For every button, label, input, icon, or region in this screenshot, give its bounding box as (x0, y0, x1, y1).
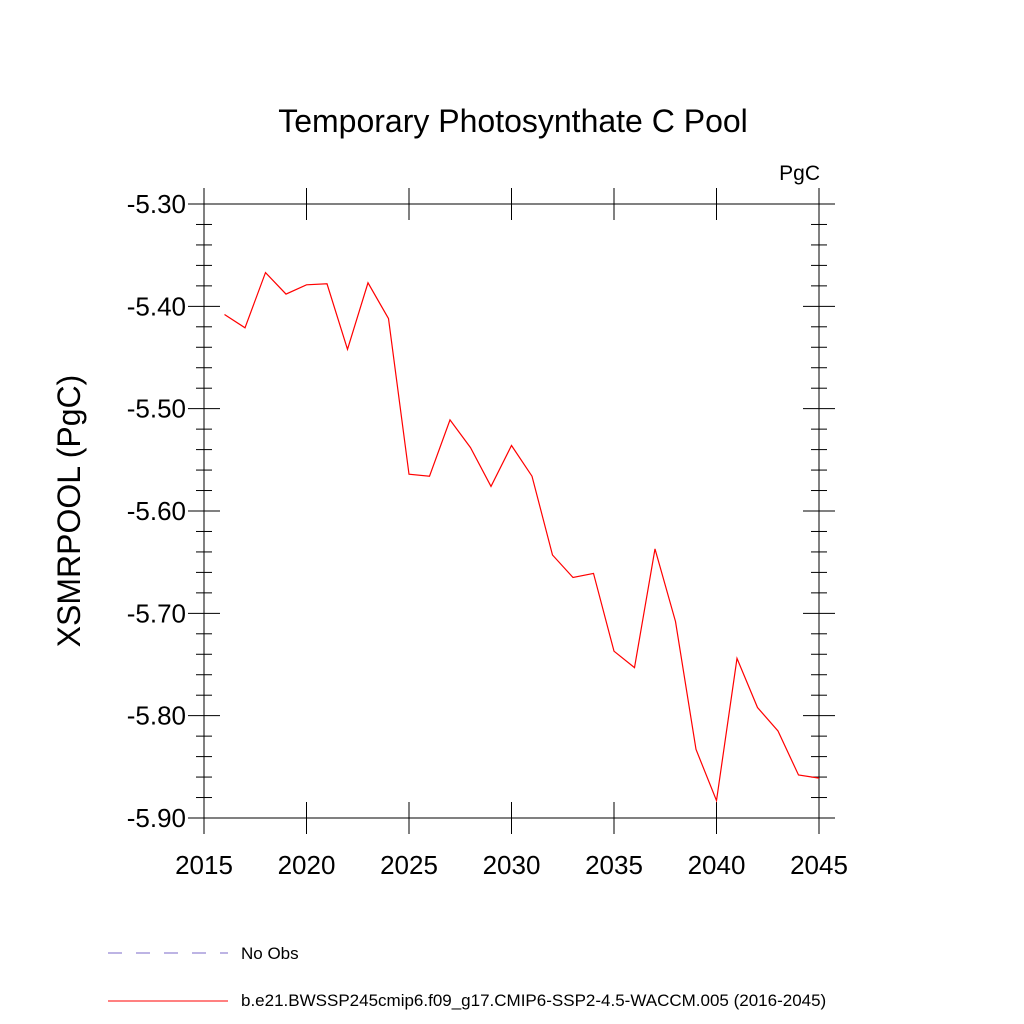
y-tick-label: -5.30 (127, 189, 186, 219)
legend: No Obs b.e21.BWSSP245cmip6.f09_g17.CMIP6-… (108, 944, 826, 1010)
x-tick-label: 2015 (175, 850, 233, 880)
x-tick-label: 2035 (585, 850, 643, 880)
y-tick-label: -5.60 (127, 496, 186, 526)
series-layer (224, 271, 820, 803)
y-tick-label: -5.80 (127, 701, 186, 731)
y-tick-label: -5.40 (127, 291, 186, 321)
x-tick-label: 2020 (278, 850, 336, 880)
x-tick-label: 2030 (483, 850, 541, 880)
y-axis-title: XSMRPOOL (PgC) (51, 375, 87, 648)
units-label: PgC (779, 162, 820, 185)
y-tick-label: -5.70 (127, 598, 186, 628)
x-tick-label: 2040 (688, 850, 746, 880)
x-tick-label: 2025 (380, 850, 438, 880)
legend-label: b.e21.BWSSP245cmip6.f09_g17.CMIP6-SSP2-4… (241, 991, 826, 1010)
legend-label: No Obs (241, 944, 299, 963)
series-line (224, 271, 820, 803)
y-tick-label: -5.90 (127, 803, 186, 833)
x-tick-labels: 2015 2020 2025 2030 2035 2040 2045 (175, 850, 848, 880)
y-tick-label: -5.50 (127, 394, 186, 424)
x-tick-label: 2045 (790, 850, 848, 880)
axis-ticks (188, 188, 835, 834)
y-tick-labels: -5.30 -5.40 -5.50 -5.60 -5.70 -5.80 -5.90 (127, 189, 186, 833)
chart-title: Temporary Photosynthate C Pool (278, 103, 748, 139)
